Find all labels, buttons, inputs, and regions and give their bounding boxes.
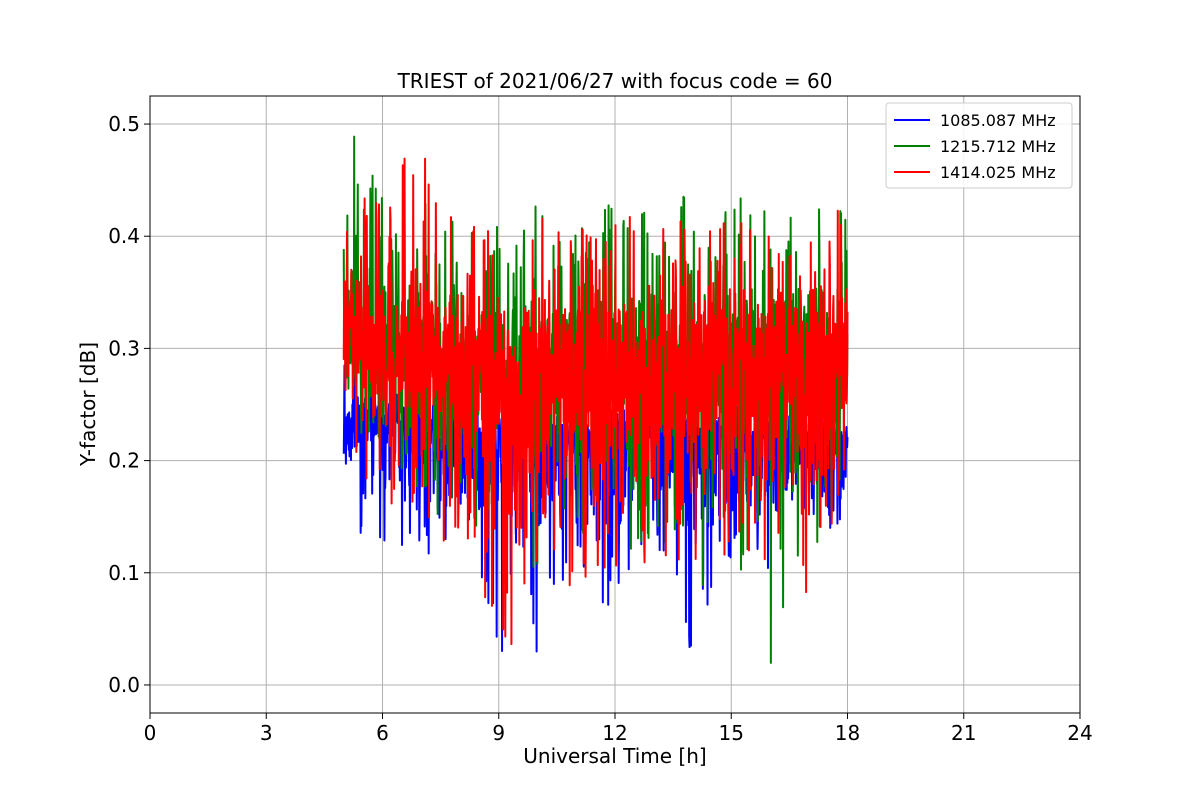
y-tick-label: 0.3 [108, 336, 140, 360]
x-tick-label: 24 [1067, 721, 1092, 745]
legend-label: 1215.712 MHz [940, 137, 1056, 156]
y-tick-label: 0.1 [108, 561, 140, 585]
y-axis: 0.0 0.1 0.2 0.3 0.4 0.5 [108, 112, 150, 697]
x-tick-label: 18 [835, 721, 860, 745]
y-tick-label: 0.5 [108, 112, 140, 136]
x-axis: 0 3 6 9 12 15 18 21 24 [144, 713, 1093, 745]
y-axis-label: Y-factor [dB] [76, 342, 100, 467]
x-tick-label: 15 [719, 721, 744, 745]
x-tick-label: 3 [260, 721, 273, 745]
x-tick-label: 6 [376, 721, 389, 745]
series-line-3 [342, 157, 849, 646]
x-tick-label: 0 [144, 721, 157, 745]
y-tick-label: 0.0 [108, 673, 140, 697]
legend-label: 1414.025 MHz [940, 163, 1056, 182]
x-tick-label: 9 [492, 721, 505, 745]
legend-box [885, 102, 1073, 189]
legend-label: 1085.087 MHz [940, 111, 1056, 130]
y-tick-label: 0.4 [108, 224, 140, 248]
y-tick-label: 0.2 [108, 449, 140, 473]
series-layer [342, 135, 849, 664]
legend: 1085.087 MHz 1215.712 MHz 1414.025 MHz [885, 102, 1073, 189]
x-tick-label: 12 [602, 721, 627, 745]
chart-title: TRIEST of 2021/06/27 with focus code = 6… [397, 69, 833, 93]
x-tick-label: 21 [951, 721, 976, 745]
x-axis-label: Universal Time [h] [523, 744, 706, 768]
